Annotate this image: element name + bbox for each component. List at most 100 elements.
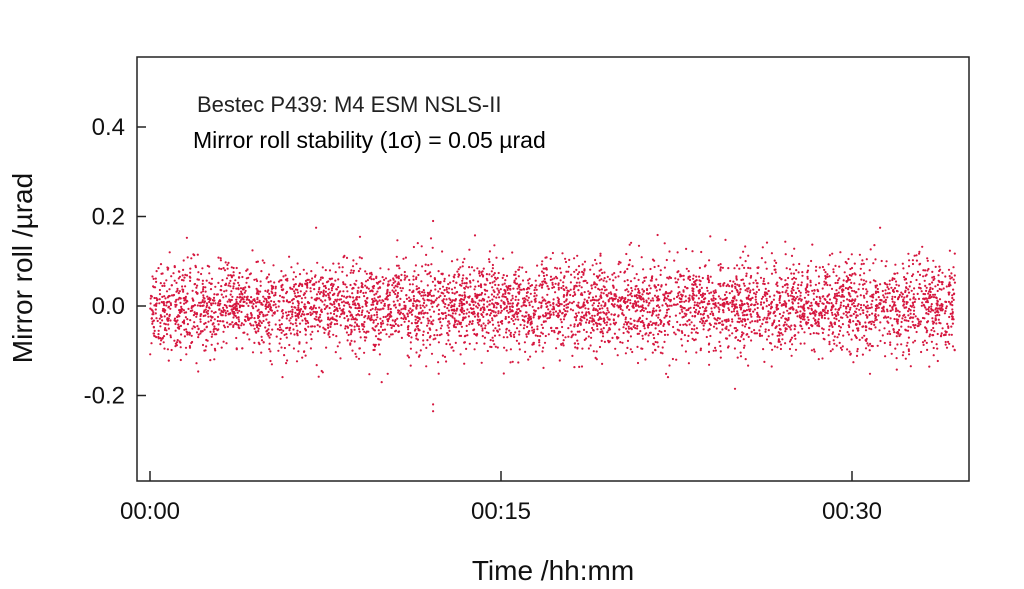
data-point: [588, 292, 591, 296]
data-point: [927, 308, 930, 311]
data-point: [576, 339, 579, 342]
data-point: [753, 332, 756, 335]
data-point: [807, 264, 810, 267]
data-point: [826, 312, 829, 315]
data-point: [585, 300, 589, 303]
data-point: [448, 274, 451, 277]
data-point: [240, 292, 243, 295]
data-point: [335, 288, 338, 291]
data-point: [234, 306, 237, 309]
data-point: [912, 293, 915, 296]
data-point: [907, 288, 910, 291]
data-point: [651, 275, 654, 278]
data-point: [356, 289, 359, 293]
data-point: [183, 311, 186, 314]
data-point: [930, 305, 933, 308]
data-point: [928, 283, 932, 286]
data-point: [646, 340, 650, 343]
data-point: [377, 281, 380, 284]
data-point: [505, 328, 508, 331]
data-point: [552, 311, 555, 314]
data-point: [707, 277, 710, 280]
data-point: [780, 332, 783, 335]
data-point: [862, 304, 866, 307]
data-point: [152, 332, 156, 335]
data-point: [488, 314, 492, 317]
data-point: [486, 289, 489, 292]
data-point: [532, 341, 536, 344]
data-point: [157, 267, 160, 270]
data-point: [562, 284, 565, 288]
data-point: [607, 311, 611, 314]
data-point: [552, 308, 556, 311]
data-point: [541, 296, 544, 299]
data-point: [572, 294, 575, 298]
data-point: [450, 300, 453, 303]
data-point: [543, 277, 546, 281]
data-point: [383, 302, 386, 305]
data-point: [416, 338, 419, 341]
data-point: [322, 293, 325, 296]
data-point: [934, 317, 937, 320]
data-point: [482, 274, 485, 277]
data-point: [879, 283, 882, 286]
data-point: [801, 318, 805, 321]
data-point: [728, 285, 731, 288]
data-point: [323, 303, 326, 306]
data-point: [710, 310, 713, 313]
data-point: [461, 265, 464, 268]
data-point: [856, 295, 859, 298]
data-point: [682, 274, 685, 277]
data-point: [894, 295, 897, 299]
data-point: [862, 311, 865, 315]
data-point: [641, 334, 644, 337]
data-point: [224, 282, 228, 285]
data-point: [289, 326, 292, 329]
data-point: [348, 310, 351, 313]
data-point: [329, 278, 332, 281]
data-point: [936, 283, 940, 286]
data-point: [600, 339, 603, 342]
data-point: [708, 322, 711, 325]
data-point: [641, 281, 645, 284]
data-point: [810, 349, 814, 352]
data-point: [646, 311, 649, 314]
data-point: [848, 325, 851, 329]
data-point: [487, 322, 490, 325]
data-point: [386, 294, 389, 297]
data-point: [695, 294, 698, 297]
data-point: [424, 269, 427, 273]
data-point: [932, 293, 935, 296]
data-point: [607, 339, 610, 342]
data-point: [359, 267, 362, 270]
data-point: [828, 340, 831, 343]
data-point: [752, 281, 755, 284]
data-point: [297, 350, 300, 353]
data-point: [388, 291, 391, 294]
data-point: [799, 342, 802, 345]
data-point: [341, 266, 344, 269]
data-point: [647, 297, 650, 300]
data-point: [444, 311, 447, 314]
data-point: [721, 328, 724, 331]
data-point: [896, 320, 899, 323]
data-point: [463, 291, 466, 294]
data-point: [338, 315, 341, 318]
data-point: [612, 279, 615, 282]
data-point: [797, 305, 800, 308]
data-point: [716, 319, 719, 322]
data-point: [865, 337, 868, 341]
data-point: [206, 295, 209, 298]
data-point: [635, 273, 638, 276]
data-point: [364, 280, 368, 283]
data-point: [764, 261, 767, 264]
data-point: [475, 305, 478, 308]
data-point: [246, 315, 249, 318]
data-point: [256, 326, 259, 329]
data-point: [152, 326, 155, 329]
data-point: [833, 295, 837, 298]
data-point: [508, 308, 512, 311]
data-point: [561, 252, 564, 255]
data-point: [360, 311, 364, 314]
data-point: [612, 304, 615, 307]
